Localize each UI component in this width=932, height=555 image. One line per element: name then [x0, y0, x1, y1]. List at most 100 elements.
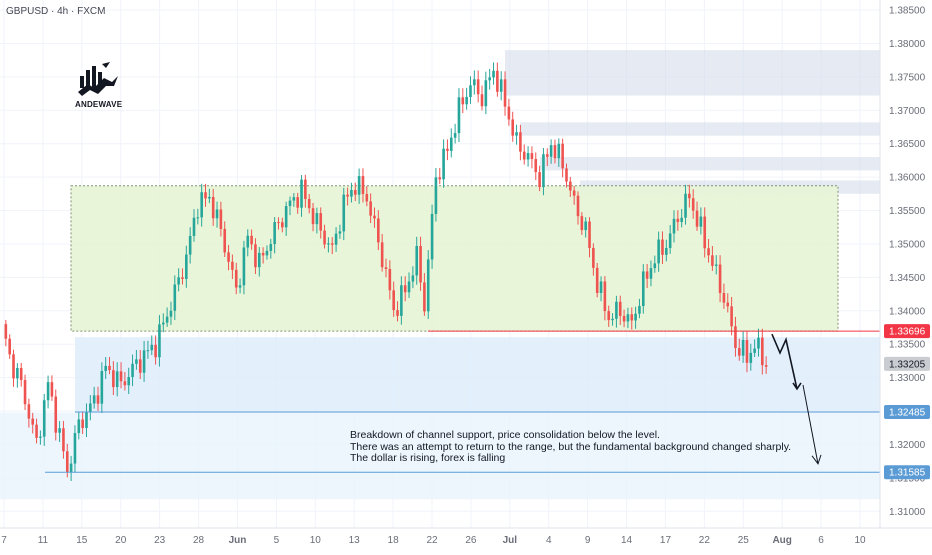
candle-body [622, 315, 626, 322]
candle-body [108, 365, 111, 371]
candle-body [338, 231, 342, 234]
forecast-arrows [771, 333, 822, 465]
candle-body [434, 177, 438, 214]
candle-body [607, 311, 611, 321]
candle-body [292, 197, 296, 201]
price-axis[interactable]: 1.38500 1.38000 1.37500 1.37000 1.36500 1.360… [879, 0, 932, 550]
candle-body [645, 271, 649, 279]
candle-body [219, 209, 223, 229]
candle-body [169, 310, 173, 317]
candle-body [657, 239, 660, 264]
candle-body [58, 428, 61, 433]
candle-body [334, 233, 338, 245]
candle-body [330, 243, 334, 245]
candle-body [319, 213, 323, 231]
time-tick-label: 20 [115, 535, 127, 546]
time-tick-label: 26 [465, 535, 477, 546]
candle-body [684, 193, 687, 218]
candle-body [615, 301, 618, 319]
candle-body [112, 370, 115, 388]
candle-body [703, 216, 707, 249]
time-tick-label: 9 [585, 535, 591, 546]
candle-body [31, 418, 35, 425]
candle-body [104, 365, 107, 371]
candle-body [492, 70, 495, 78]
logo-text: ANDEWAVE [75, 100, 123, 109]
candle-body [342, 194, 346, 232]
candle-body [446, 148, 449, 151]
candle-body [553, 145, 557, 159]
candle-body [42, 400, 46, 437]
candle-body [561, 143, 564, 169]
candle-body [588, 221, 591, 248]
candle-body [526, 153, 530, 160]
candle-body [346, 194, 349, 197]
price-tick-label: 1.32000 [889, 440, 926, 451]
time-tick-label: 10 [854, 535, 866, 546]
candle-body [545, 154, 549, 157]
candle-body [273, 222, 276, 245]
candle-body [542, 154, 545, 188]
candle-body [73, 433, 77, 464]
candle-body [515, 132, 518, 136]
candle-body [496, 70, 499, 92]
time-tick-label: 22 [426, 535, 438, 546]
candle-body [407, 281, 411, 293]
candle-body [177, 277, 180, 285]
range-box [70, 185, 839, 332]
candle-body [592, 247, 595, 268]
candle-body [641, 271, 645, 307]
candle-body [307, 198, 311, 209]
candle-body [304, 179, 307, 199]
candle-body [488, 77, 491, 81]
candle-body [373, 215, 376, 219]
candle-body [246, 235, 250, 248]
price-label-bg [884, 405, 930, 420]
candle-body [415, 245, 419, 276]
candle-body [757, 337, 760, 349]
candle-body [449, 137, 453, 151]
candle-body [361, 176, 365, 194]
candle-body [722, 293, 726, 303]
forecast-arrowhead [811, 454, 822, 465]
price-tick-label: 1.37000 [889, 106, 926, 117]
candle-body [688, 193, 691, 199]
candle-body [185, 254, 188, 279]
time-tick-label: 10 [310, 535, 322, 546]
forecast-arrowhead [792, 382, 802, 391]
candle-body [737, 348, 741, 356]
candle-body [231, 261, 234, 270]
candle-body [426, 259, 430, 312]
candle-body [465, 96, 468, 105]
price-tick-label: 1.35000 [889, 239, 926, 250]
time-tick-label: 28 [193, 535, 205, 546]
candle-body [300, 179, 303, 208]
time-tick-label: 4 [546, 535, 552, 546]
candle-body [323, 230, 326, 245]
level-lines [45, 330, 880, 473]
candle-body [4, 324, 8, 339]
candle-body [442, 148, 445, 180]
price-tick-label: 1.34500 [889, 273, 926, 284]
time-axis[interactable]: 7 11 15 20 23 28 Jun 5 10 13 18 22 26 Jul 4 9 14 17 22 25 Au… [0, 527, 932, 546]
candle-body [522, 151, 526, 160]
candle-body [419, 245, 422, 283]
candle-body [749, 352, 753, 363]
candle-body [146, 350, 150, 352]
annotation-line: There was an attempt to return to the ra… [350, 440, 792, 453]
candle-body [384, 267, 388, 269]
supply-zone [505, 73, 880, 96]
time-tick-label: 11 [38, 535, 49, 546]
price-label-bg [884, 465, 930, 480]
candle-body [188, 235, 192, 255]
candle-body [100, 370, 104, 404]
candle-body [96, 395, 100, 404]
candle-body [511, 119, 515, 136]
candle-body [569, 181, 572, 191]
candle-body [484, 80, 488, 107]
candle-body [599, 281, 603, 293]
time-tick-label: 14 [621, 535, 633, 546]
candle-body [204, 192, 207, 199]
candle-body [311, 208, 315, 225]
